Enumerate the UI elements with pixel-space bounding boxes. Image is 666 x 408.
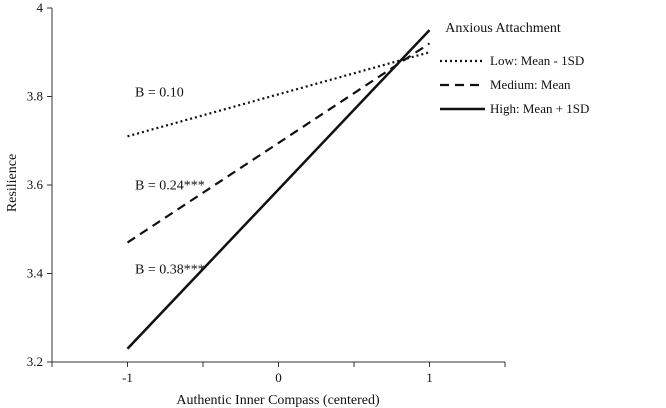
y-axis-title: Resilience	[5, 154, 20, 212]
legend-label: Medium: Mean	[490, 77, 571, 92]
slope-annotations: B = 0.10 B = 0.24*** B = 0.38***	[135, 86, 205, 278]
y-tick-label: 3.6	[27, 177, 44, 192]
legend-label: Low: Mean - 1SD	[490, 53, 584, 68]
x-tick-label: -1	[122, 370, 133, 385]
axes	[51, 8, 505, 363]
y-tick-label: 3.4	[27, 266, 44, 281]
series-line-dotted	[127, 51, 430, 138]
legend-title: Anxious Attachment	[445, 21, 561, 36]
ticks: 3.2 3.4 3.6 3.8 4 -1 0 1	[27, 0, 506, 385]
x-axis-title: Authentic Inner Compass (centered)	[176, 393, 380, 408]
series-line-solid	[126, 29, 431, 350]
slope-label: B = 0.38***	[135, 263, 205, 278]
legend: Anxious Attachment Low: Mean - 1SD Medium…	[440, 21, 589, 116]
x-tick-label: 0	[275, 370, 282, 385]
y-tick-label: 3.8	[27, 89, 43, 104]
slope-label: B = 0.10	[135, 86, 184, 101]
y-tick-label: 4	[37, 0, 44, 15]
slope-label: B = 0.24***	[135, 178, 205, 193]
series-lines	[126, 29, 431, 350]
y-tick-label: 3.2	[27, 354, 43, 369]
series-line-dashed	[126, 42, 431, 244]
legend-label: High: Mean + 1SD	[490, 101, 589, 116]
x-tick-label: 1	[426, 370, 433, 385]
